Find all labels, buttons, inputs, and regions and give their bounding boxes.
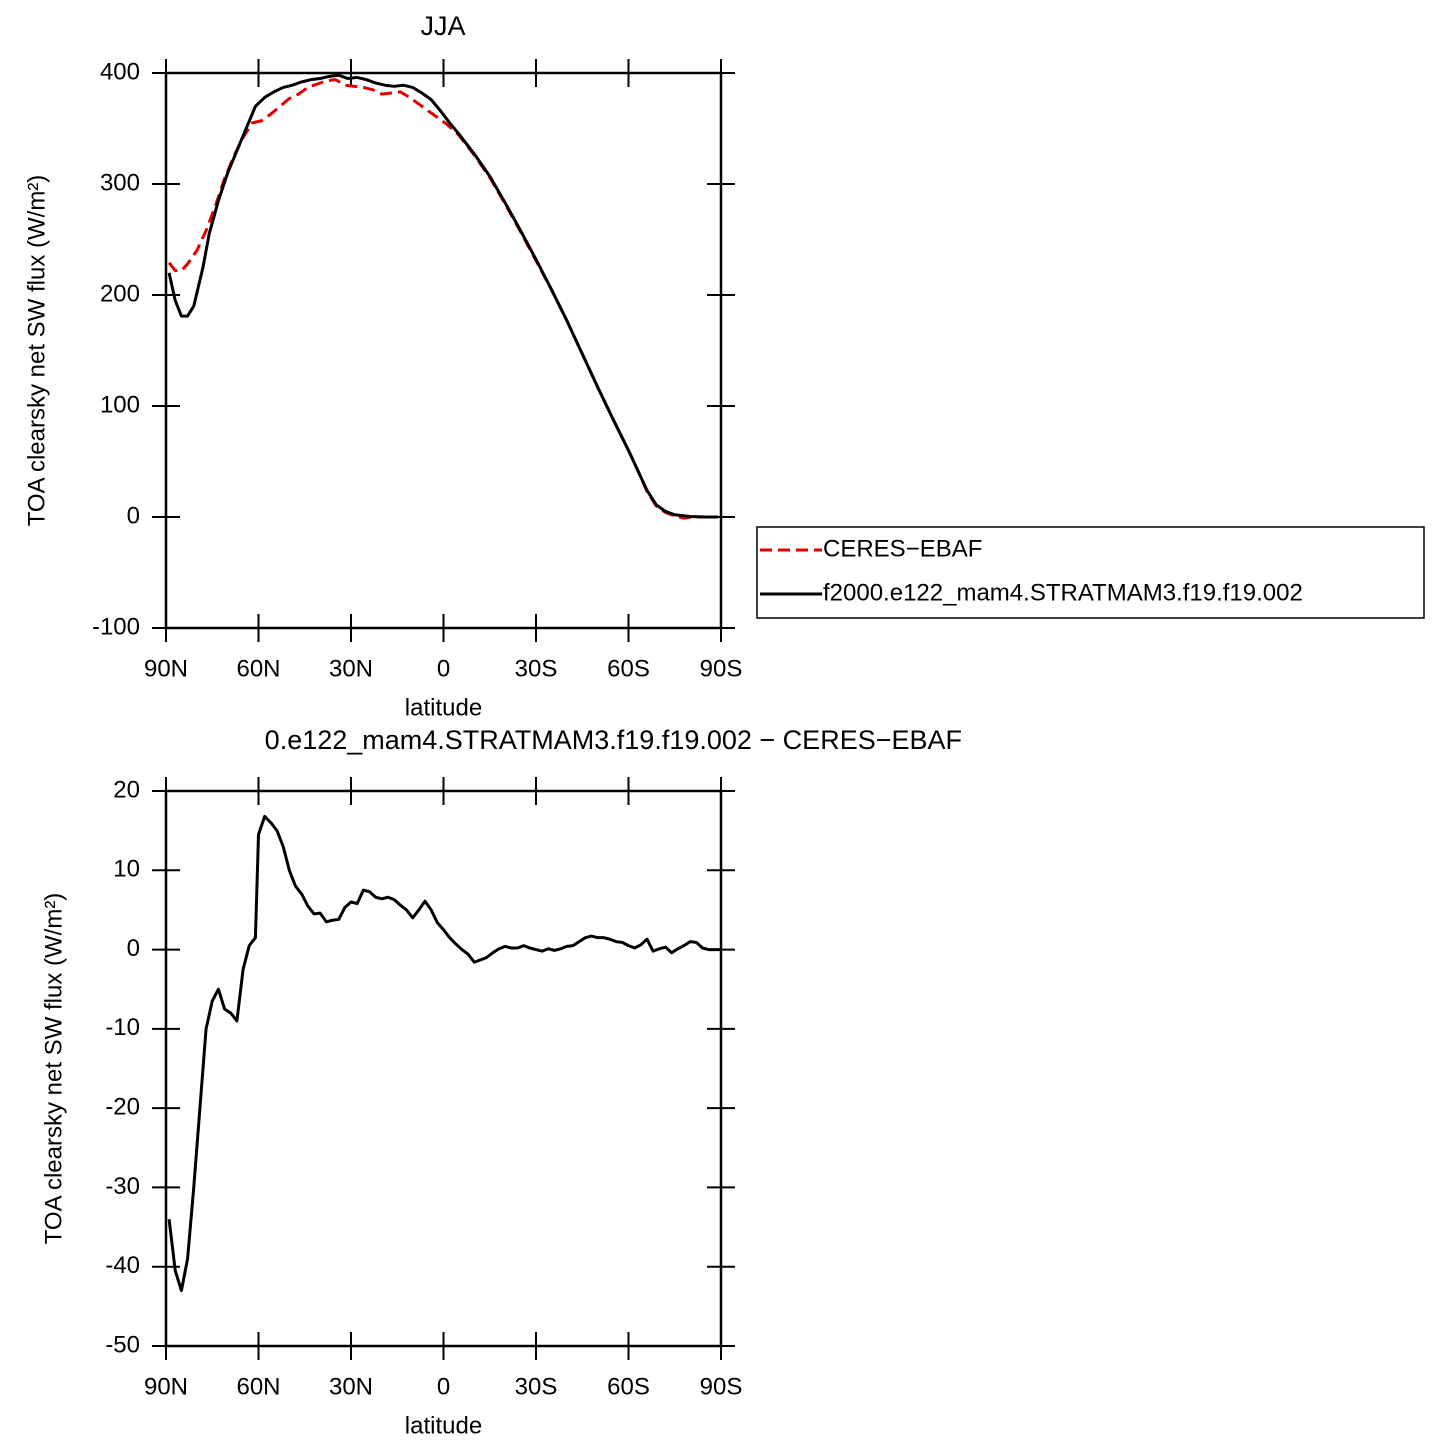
- y-tick-label: -30: [105, 1173, 140, 1200]
- x-tick-label: 60S: [607, 1373, 650, 1400]
- x-tick-label: 90N: [144, 655, 188, 682]
- y-tick-label: 300: [100, 169, 140, 196]
- y-tick-label: 200: [100, 280, 140, 307]
- x-tick-label: 90S: [700, 1373, 743, 1400]
- y-tick-label: 400: [100, 58, 140, 85]
- x-tick-label: 30N: [329, 1373, 373, 1400]
- y-tick-label: -100: [92, 613, 140, 640]
- y-axis-label: TOA clearsky net SW flux (W/m²): [40, 893, 67, 1245]
- x-tick-label: 90S: [700, 655, 743, 682]
- y-axis-label: TOA clearsky net SW flux (W/m²): [23, 175, 50, 527]
- legend-box: [756, 526, 1425, 619]
- x-tick-label: 30N: [329, 655, 373, 682]
- legend-label: CERES−EBAF: [823, 535, 982, 562]
- chart-title: 0.e122_mam4.STRATMAM3.f19.f19.002 − CERE…: [265, 725, 962, 755]
- data-line: [167, 814, 721, 1292]
- y-tick-label: 0: [127, 935, 140, 962]
- x-tick-label: 60S: [607, 655, 650, 682]
- plot-frame: [164, 789, 723, 1348]
- x-axis-label: latitude: [405, 1412, 482, 1439]
- legend-label: f2000.e122_mam4.STRATMAM3.f19.f19.002: [823, 579, 1303, 606]
- x-tick-label: 0: [437, 655, 450, 682]
- x-tick-label: 30S: [515, 655, 558, 682]
- x-tick-label: 30S: [515, 1373, 558, 1400]
- y-tick-label: 10: [113, 856, 140, 883]
- y-tick-label: 0: [127, 502, 140, 529]
- x-tick-label: 60N: [236, 655, 280, 682]
- plot-frame: [164, 71, 723, 630]
- chart-title: JJA: [420, 11, 465, 41]
- y-tick-label: 100: [100, 391, 140, 418]
- y-tick-label: -40: [105, 1252, 140, 1279]
- data-line: [167, 73, 718, 519]
- x-tick-label: 60N: [236, 1373, 280, 1400]
- x-tick-label: 0: [437, 1373, 450, 1400]
- y-tick-label: -50: [105, 1331, 140, 1358]
- y-tick-label: -10: [105, 1014, 140, 1041]
- data-line: [167, 78, 718, 520]
- y-tick-label: 20: [113, 776, 140, 803]
- y-tick-label: -20: [105, 1093, 140, 1120]
- x-axis-label: latitude: [405, 694, 482, 721]
- x-tick-label: 90N: [144, 1373, 188, 1400]
